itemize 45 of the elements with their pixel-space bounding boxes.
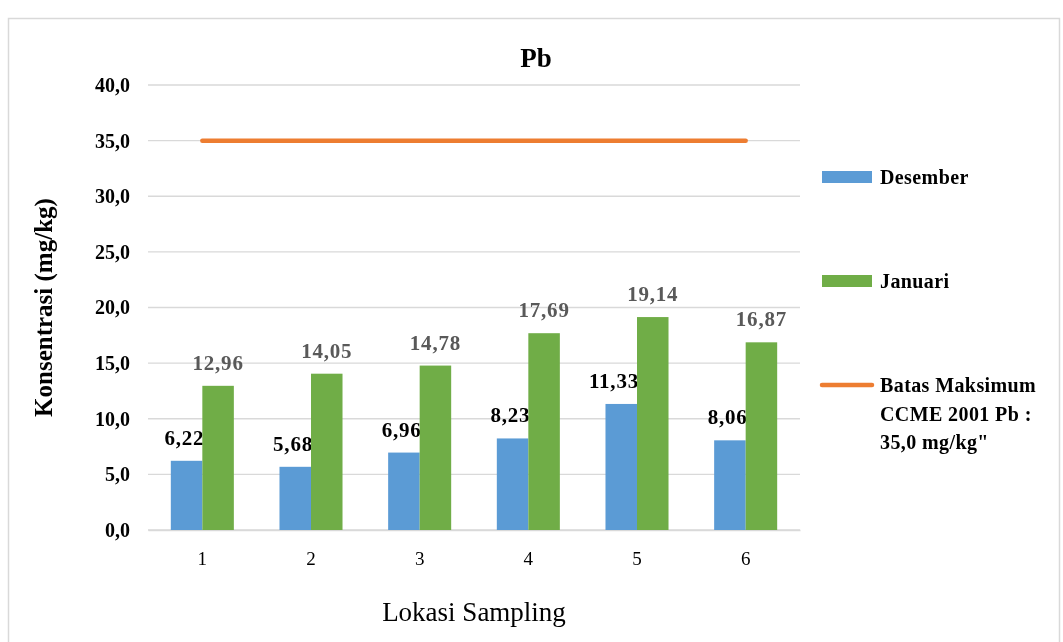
- y-tick-label: 5,0: [105, 463, 130, 486]
- bar: [637, 317, 669, 530]
- bar: [279, 466, 311, 530]
- bar: [496, 438, 529, 530]
- bar: [388, 452, 420, 530]
- bar: [202, 385, 234, 530]
- data-label: 14,05: [301, 338, 353, 363]
- x-tick-label: 3: [414, 548, 425, 570]
- y-tick-label: 15,0: [95, 352, 130, 375]
- bar: [419, 365, 452, 530]
- chart-title: Pb: [520, 43, 552, 73]
- bar: [605, 403, 637, 530]
- data-label: 19,14: [627, 282, 679, 307]
- y-tick-label: 35,0: [95, 129, 130, 152]
- data-label: 6,96: [381, 417, 422, 442]
- data-label: 17,69: [518, 298, 570, 323]
- y-tick-label: 30,0: [95, 185, 130, 208]
- x-tick-label: 2: [306, 548, 316, 570]
- bar: [170, 460, 203, 530]
- x-axis-title: Lokasi Sampling: [382, 597, 566, 627]
- bar: [311, 373, 343, 530]
- legend-label: Januari: [880, 270, 950, 292]
- x-tick-label: 1: [197, 548, 208, 570]
- data-label: 11,33: [588, 368, 639, 393]
- legend-label: Batas Maksimum CCME 2001 Pb : 35,0 mg/kg": [880, 374, 1037, 454]
- bar: [745, 342, 778, 530]
- data-label: 6,22: [164, 425, 205, 450]
- y-tick-label: 40,0: [95, 73, 130, 96]
- data-label: 12,96: [192, 350, 244, 375]
- x-tick-label: 5: [632, 548, 642, 570]
- data-label: 5,68: [273, 431, 313, 456]
- y-tick-label: 10,0: [95, 407, 130, 430]
- y-tick-label: 25,0: [95, 240, 130, 263]
- data-label: 16,87: [735, 307, 788, 332]
- legend-label: Desember: [880, 166, 969, 188]
- y-tick-label: 0,0: [105, 518, 130, 541]
- data-label: 14,78: [409, 330, 462, 355]
- bar: [714, 440, 746, 530]
- x-tick-label: 6: [740, 548, 751, 570]
- data-label: 8,23: [490, 403, 531, 428]
- data-label: 8,06: [707, 405, 748, 430]
- y-axis-title: Konsentrasi (mg/kg): [30, 198, 58, 417]
- bar: [528, 333, 560, 530]
- y-tick-label: 20,0: [95, 296, 130, 319]
- x-tick-label: 4: [523, 548, 534, 570]
